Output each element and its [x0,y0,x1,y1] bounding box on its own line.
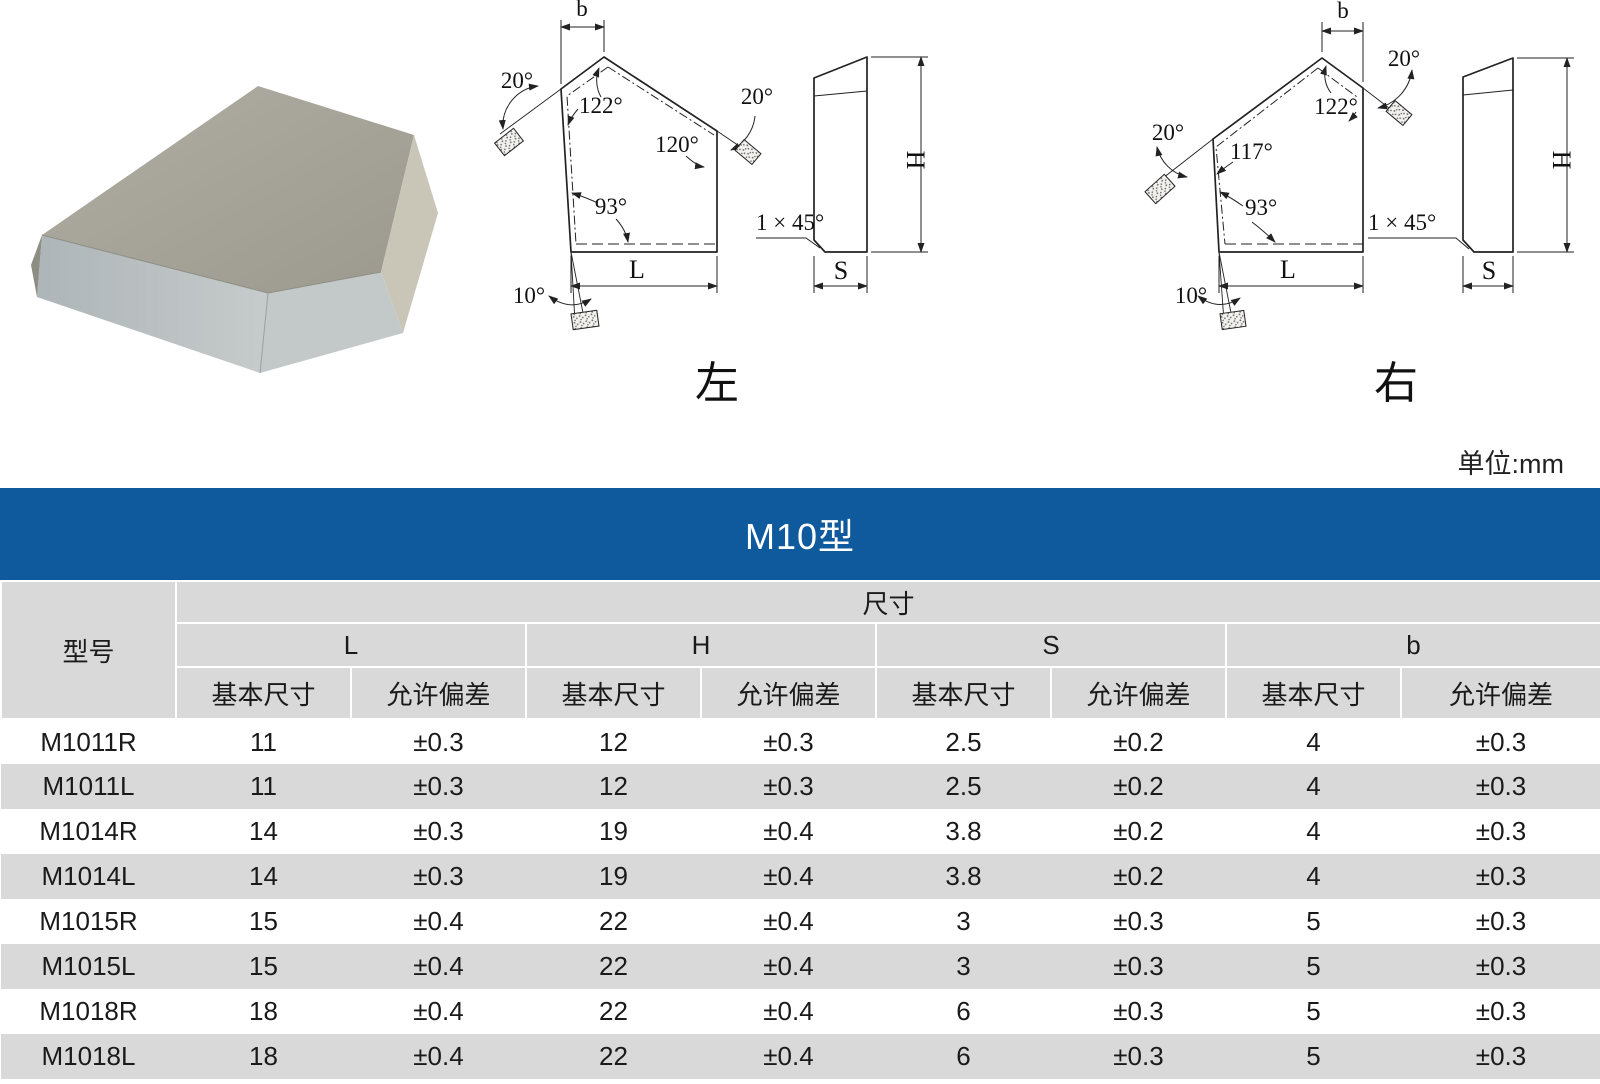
subheader-basic: 基本尺寸 [875,666,1052,720]
right-dim-h-label: H [1547,151,1576,170]
table-row: M1011L 11 ±0.3 12 ±0.3 2.5 ±0.2 4 ±0.3 [1,764,1600,809]
col-group-H: H [525,622,877,668]
cell-model: M1018L [41,1041,136,1071]
left-tip-drawing: b 20° 122° 120° 20° 93° [493,0,930,408]
left-side-view: H 1 × 45° S [756,56,930,293]
left-dim-b-label: b [576,0,588,21]
table-row: M1014L 14 ±0.3 19 ±0.4 3.8 ±0.2 4 ±0.3 [1,854,1600,899]
right-angle-93: 93° [1245,195,1277,220]
left-b-dimension: b [560,0,605,84]
series-title-banner: M10型 [0,488,1600,580]
left-rake-left-angle: 20° [493,68,562,157]
subheader-basic: 基本尺寸 [525,666,702,720]
cell-model: M1014R [39,816,138,846]
left-rake-right-angle: 20° [716,84,773,166]
col-group-b: b [1224,622,1600,668]
col-header-model: 型号 [0,580,177,720]
right-chamfer-label: 1 × 45° [1368,210,1436,235]
left-angle-122: 122° [579,93,623,118]
left-angle-10: 10° [513,283,545,308]
left-view-name: 左 [695,359,739,408]
table-row: M1014R 14 ±0.3 19 ±0.4 3.8 ±0.2 4 ±0.3 [1,809,1600,854]
right-l-dimension: L [1218,255,1364,293]
series-title: M10型 [744,516,856,557]
left-dim-s-label: S [834,256,848,285]
left-apex-angle: 122° [567,67,623,126]
right-bottom-angle: 10° [1175,251,1247,331]
col-group-L: L [175,622,527,668]
left-angle-93: 93° [595,194,627,219]
right-view-name: 右 [1374,359,1418,408]
table-row: M1011R 11 ±0.3 12 ±0.3 2.5 ±0.2 4 ±0.3 [1,719,1600,764]
right-apex-angle: 122° [1314,65,1358,122]
right-angle-20-left: 20° [1152,120,1184,145]
subheader-tolerance: 允许偏差 [350,666,527,720]
right-tip-drawing: b 20° 122° 20° 117° 93° [1144,0,1576,408]
left-angle-120: 120° [655,132,699,157]
right-side-view: H 1 × 45° S [1368,57,1576,293]
col-header-dims: 尺寸 [174,580,1600,624]
left-slope-angle: 120° [655,132,705,170]
subheader-tolerance: 允许偏差 [1399,666,1600,720]
right-angle-117: 117° [1230,139,1273,164]
cell-model: M1018R [39,996,138,1026]
subheader-tolerance: 允许偏差 [700,666,877,720]
subheader-basic: 基本尺寸 [175,666,352,720]
left-side-angle: 93° [571,192,630,243]
left-l-dimension: L [570,255,718,293]
left-angle-20-left: 20° [501,68,533,93]
right-dim-b-label: b [1337,0,1349,23]
cell-model: M1011L [42,771,135,801]
table-row: M1015L 15 ±0.4 22 ±0.4 3 ±0.3 5 ±0.3 [1,944,1600,989]
right-b-dimension: b [1321,0,1364,82]
spec-table: 型号 尺寸 L H S b 基本尺寸 允许偏差 基本尺寸 允许偏差 基本尺寸 允… [0,580,1600,1079]
right-slope-angle: 117° [1216,139,1273,175]
cell-model: M1015L [41,951,136,981]
right-angle-10: 10° [1175,283,1207,308]
left-dim-l-label: L [629,255,645,284]
table-row: M1018R 18 ±0.4 22 ±0.4 6 ±0.3 5 ±0.3 [1,989,1600,1034]
col-group-S: S [875,622,1227,668]
table-row: M1018L 18 ±0.4 22 ±0.4 6 ±0.3 5 ±0.3 [1,1034,1600,1079]
table-row: M1015R 15 ±0.4 22 ±0.4 3 ±0.3 5 ±0.3 [1,899,1600,944]
left-dim-h-label: H [901,151,930,170]
subheader-tolerance: 允许偏差 [1050,666,1227,720]
right-angle-122: 122° [1314,94,1358,119]
product-photo [31,86,438,374]
right-dim-l-label: L [1280,255,1296,284]
left-angle-20-right: 20° [741,84,773,109]
right-rake-right-angle: 20° [1362,46,1420,127]
cell-model: M1014L [41,861,136,891]
right-side-angle: 93° [1219,191,1277,243]
right-angle-20-right: 20° [1388,46,1420,71]
right-rake-left-angle: 20° [1144,120,1214,205]
unit-label: 单位:mm [1457,449,1564,479]
cell-model: M1011R [40,726,137,757]
carbide-tip-render [31,86,438,374]
subheader-basic: 基本尺寸 [1225,666,1402,720]
right-dim-s-label: S [1482,256,1496,285]
left-chamfer-label: 1 × 45° [756,210,824,235]
cell-model: M1015R [39,906,138,936]
left-bottom-angle: 10° [513,251,600,331]
